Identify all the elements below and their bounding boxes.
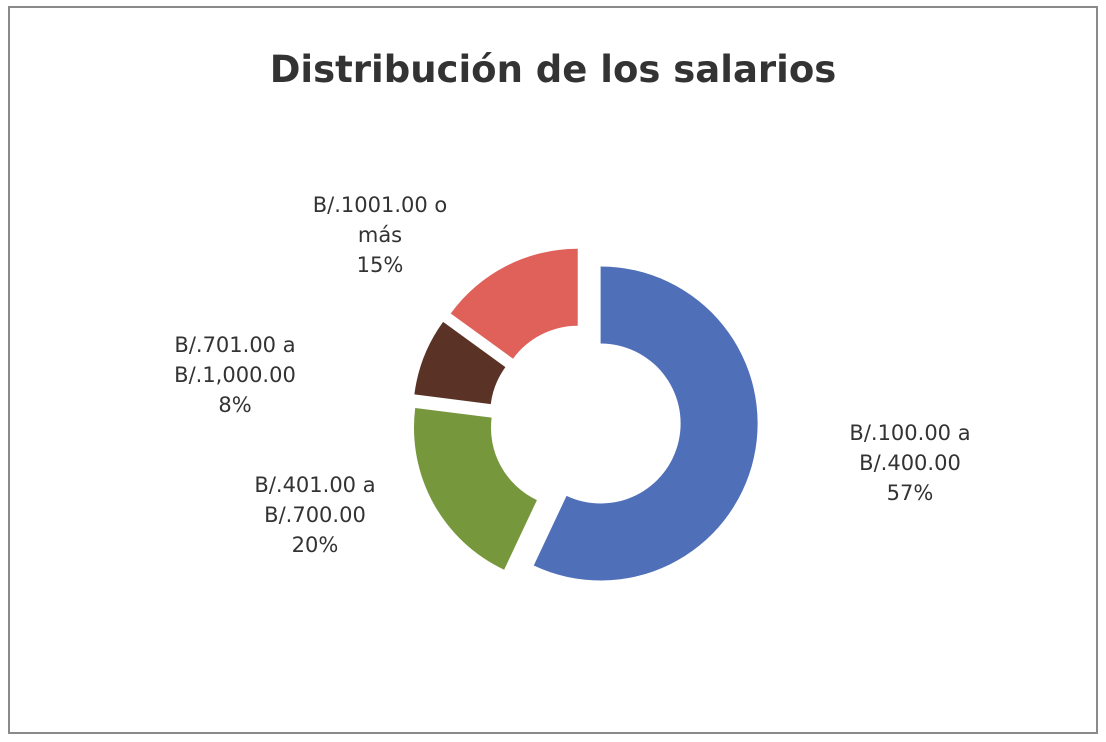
chart-frame xyxy=(8,6,1098,734)
category-label: B/.100.00 a B/.400.00 xyxy=(849,421,971,475)
data-label: B/.701.00 a B/.1,000.00 8% xyxy=(145,330,325,420)
value-label: 8% xyxy=(218,393,252,417)
donut-slice xyxy=(450,248,578,359)
data-label: B/.100.00 a B/.400.00 57% xyxy=(820,418,1000,508)
value-label: 57% xyxy=(886,481,934,505)
value-label: 20% xyxy=(291,533,339,557)
category-label: B/.401.00 a B/.700.00 xyxy=(254,473,376,527)
donut-slice xyxy=(413,408,537,570)
data-label: B/.1001.00 o más 15% xyxy=(290,190,470,280)
data-label: B/.401.00 a B/.700.00 20% xyxy=(225,470,405,560)
category-label: B/.701.00 a B/.1,000.00 xyxy=(174,333,296,387)
donut-slice xyxy=(414,321,506,405)
value-label: 15% xyxy=(356,253,404,277)
category-label: B/.1001.00 o más xyxy=(312,193,448,247)
donut-slice xyxy=(533,266,758,581)
chart-title: Distribución de los salarios xyxy=(269,48,837,91)
